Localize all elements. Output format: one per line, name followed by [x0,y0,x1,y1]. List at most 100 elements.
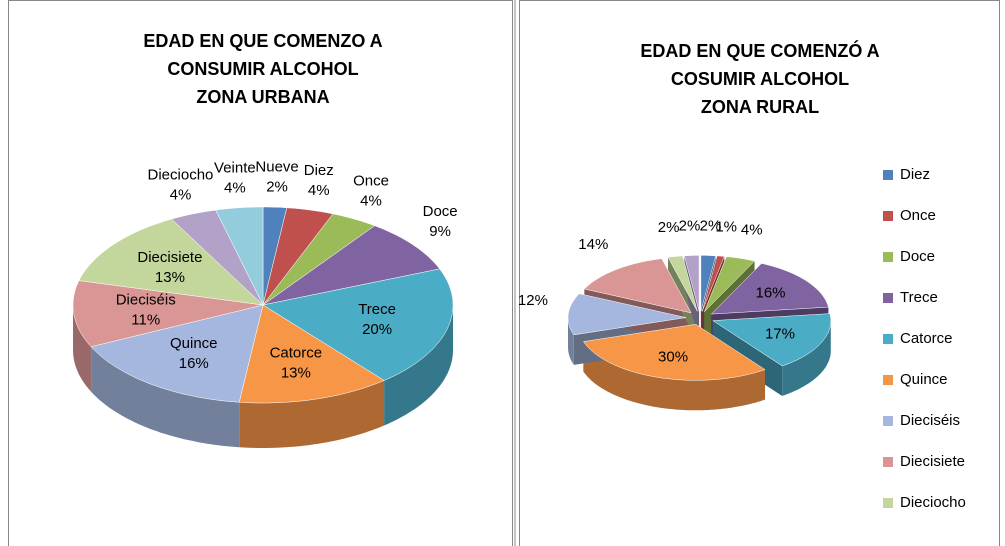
value-label: 4% [308,182,330,199]
pie-slice [712,313,832,367]
pie-slice [701,255,725,312]
category-label: Dieciocho [148,166,214,183]
pie-slice [262,207,334,306]
data-label: 1% [715,219,737,236]
data-label: 2% [658,219,680,236]
value-label: 2% [700,218,722,235]
legend-swatch [883,211,893,221]
data-label: Trece 20% [358,301,396,338]
chart-title: EDAD EN QUE COMENZO A [143,31,382,51]
value-label: 16% [755,285,785,302]
data-label: 16% [755,285,785,302]
legend-swatch [883,170,893,180]
data-label: Doce 9% [423,203,458,240]
pie-slice [667,255,698,312]
value-label: 4% [741,221,763,238]
pie-slice-side [782,320,831,396]
pie-slice-side [384,305,453,426]
data-label: 12% [518,292,548,309]
data-label: Diecisiete 13% [137,249,202,286]
category-label: Doce [423,203,458,220]
pie-slice [78,218,264,306]
data-label: 4% [741,221,763,238]
pie-slice [710,263,829,315]
pie-slice [683,255,700,312]
pie-slice-side [583,341,765,411]
value-label: 2% [679,218,701,235]
pie-slice [704,256,756,312]
category-label: Quince [170,335,218,352]
category-label: Diez [304,162,334,179]
data-label: 14% [578,236,608,253]
value-label: 2% [266,179,288,196]
legend-label: Once [900,207,936,224]
category-label: Diecisiete [137,249,202,266]
data-label: Diez 4% [304,162,334,199]
value-label: 4% [360,193,382,210]
legend-swatch [883,498,893,508]
value-label: 4% [224,179,246,196]
legend-label: Dieciocho [900,494,966,511]
data-label: 2% [700,218,722,235]
category-label: Once [353,173,389,190]
category-label: Nueve [255,159,298,176]
data-label: Veinte 4% [214,159,256,196]
value-label: 20% [362,321,392,338]
legend-label: Diecisiete [900,453,965,470]
legend-swatch [883,334,893,344]
value-label: 9% [429,223,451,240]
value-label: 30% [658,348,688,365]
value-label: 16% [179,355,209,372]
category-label: Veinte [214,159,256,176]
chart-title: CONSUMIR ALCOHOL [167,59,358,79]
value-label: 11% [131,312,160,329]
value-label: 14% [578,236,608,253]
pie-slice [72,280,264,347]
pie-slice [583,258,692,314]
data-label: Catorce 13% [270,344,323,381]
value-label: 13% [155,269,185,286]
data-label: Nueve 2% [255,159,298,196]
category-label: Dieciséis [116,292,176,309]
data-label: 17% [765,325,795,342]
category-label: Catorce [270,344,323,361]
legend-label: Catorce [900,330,953,347]
value-label: 17% [765,325,795,342]
pie-slice [238,304,385,404]
legend-swatch [883,416,893,426]
pie-slice [582,324,766,381]
legend-swatch [883,252,893,262]
chart-title: ZONA URBANA [196,87,329,107]
chart-title: ZONA RURAL [701,97,819,117]
pie-slice-side [91,346,240,448]
data-label: Once 4% [353,173,389,210]
pie-slice-side [239,380,385,448]
data-label: Dieciséis 11% [116,292,176,329]
value-label: 13% [281,364,311,381]
value-label: 1% [715,219,737,236]
pie-slice [262,213,376,306]
value-label: 4% [170,186,192,203]
legend-swatch [883,457,893,467]
legend-label: Doce [900,248,935,265]
pie-slice [90,304,264,403]
category-label: Trece [358,301,396,318]
pie-slice [262,225,441,306]
legend-label: Diez [900,166,930,183]
chart-title: EDAD EN QUE COMENZÓ A [640,40,879,61]
pie-slice-side [568,317,574,365]
value-label: 2% [658,219,680,236]
legend-swatch [883,375,893,385]
data-label: Dieciocho 4% [148,166,214,203]
legend-label: Quince [900,371,948,388]
chart-title: COSUMIR ALCOHOL [671,69,849,89]
value-label: 12% [518,292,548,309]
pie-slice [567,293,687,336]
pie-slice [700,255,717,312]
pie-slice [215,206,264,306]
legend-label: Trece [900,289,938,306]
pie-slice [170,209,264,306]
data-label: Quince 16% [170,335,218,372]
data-label: 30% [658,348,688,365]
legend-label: Dieciséis [900,412,960,429]
